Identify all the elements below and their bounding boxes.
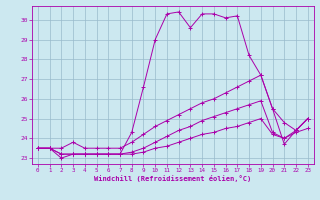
X-axis label: Windchill (Refroidissement éolien,°C): Windchill (Refroidissement éolien,°C) <box>94 175 252 182</box>
